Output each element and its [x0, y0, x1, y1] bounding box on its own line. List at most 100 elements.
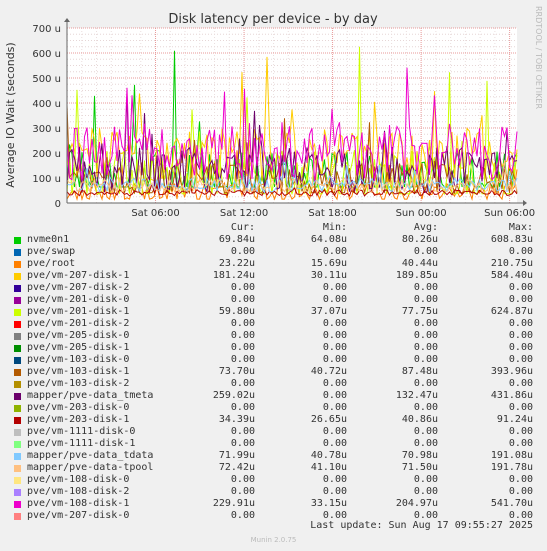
legend-swatch	[14, 369, 21, 376]
legend-avg: 40.44u	[401, 258, 438, 269]
legend-name: pve/vm-203-disk-0	[27, 402, 130, 413]
legend-row: mapper/pve-data_tdata 71.99u 40.78u 70.98u 1…	[0, 450, 547, 462]
y-tick-label: 500 u	[32, 74, 61, 85]
legend-max: 608.83u	[490, 234, 533, 245]
legend-max: 0.00	[508, 474, 533, 485]
legend-swatch	[14, 309, 21, 316]
legend-avg: 0.00	[413, 378, 438, 389]
legend-max: 0.00	[508, 294, 533, 305]
legend-cur: 0.00	[230, 510, 255, 521]
legend-max: 0.00	[508, 246, 533, 257]
legend-cur: 0.00	[230, 402, 255, 413]
legend-min: 0.00	[322, 486, 347, 497]
legend-cur: 59.80u	[218, 306, 255, 317]
legend-avg: 0.00	[413, 486, 438, 497]
legend-name: pve/vm-103-disk-0	[27, 354, 130, 365]
legend-cur: 0.00	[230, 282, 255, 293]
legend-name: pve/vm-207-disk-0	[27, 510, 130, 521]
legend-row: mapper/pve-data-tpool 72.42u 41.10u 71.50u 1…	[0, 462, 547, 474]
legend-cur: 181.24u	[212, 270, 255, 281]
legend-swatch	[14, 501, 21, 508]
legend-name: pve/swap	[27, 246, 76, 257]
legend-row: pve/swap 0.00 0.00 0.00 0.00	[0, 246, 547, 258]
legend-swatch	[14, 405, 21, 412]
legend-name: mapper/pve-data-tpool	[27, 462, 154, 473]
legend-max: 210.75u	[490, 258, 533, 269]
y-tick-label: 0	[55, 199, 61, 210]
legend-avg: 0.00	[413, 246, 438, 257]
legend-cur: 23.22u	[218, 258, 255, 269]
series-line-pve-vm-207-disk-1	[66, 56, 518, 184]
legend-swatch	[14, 441, 21, 448]
legend-row: pve/vm-108-disk-1 229.91u 33.15u 204.97u 541…	[0, 498, 547, 510]
legend-min: 0.00	[322, 330, 347, 341]
legend-cur: 259.02u	[212, 390, 255, 401]
legend-swatch	[14, 237, 21, 244]
legend-swatch	[14, 357, 21, 364]
legend-row: pve/vm-205-disk-1 0.00 0.00 0.00 0.00	[0, 342, 547, 354]
legend-max: 0.00	[508, 342, 533, 353]
legend-name: nvme0n1	[27, 234, 70, 245]
legend-swatch	[14, 393, 21, 400]
legend-cur: 0.00	[230, 426, 255, 437]
legend-min: 0.00	[322, 426, 347, 437]
legend-row: nvme0n1 69.84u 64.08u 80.26u 608.83u	[0, 234, 547, 246]
legend-name: pve/root	[27, 258, 76, 269]
legend-avg: 40.86u	[401, 414, 438, 425]
legend-max: 431.86u	[490, 390, 533, 401]
legend-name: pve/vm-205-disk-0	[27, 330, 130, 341]
legend-name: pve/vm-1111-disk-0	[27, 426, 136, 437]
legend-swatch	[14, 381, 21, 388]
legend-swatch	[14, 333, 21, 340]
legend-min: 37.07u	[310, 306, 347, 317]
legend-row: pve/vm-203-disk-1 34.39u 26.65u 40.86u 91.24…	[0, 414, 547, 426]
legend-row: pve/vm-201-disk-1 59.80u 37.07u 77.75u 624.8…	[0, 306, 547, 318]
col-max: Max:	[508, 222, 533, 233]
y-tick-label: 600 u	[32, 49, 61, 60]
legend-avg: 71.50u	[401, 462, 438, 473]
legend-cur: 0.00	[230, 378, 255, 389]
legend-row: mapper/pve-data_tmeta 259.02u 0.00 132.47u 4…	[0, 390, 547, 402]
legend-row: pve/vm-103-disk-1 73.70u 40.72u 87.48u 393.9…	[0, 366, 547, 378]
legend-min: 0.00	[322, 318, 347, 329]
legend-max: 624.87u	[490, 306, 533, 317]
legend-header: Cur: Min: Avg: Max:	[0, 222, 547, 234]
legend-row: pve/vm-1111-disk-0 0.00 0.00 0.00 0.00	[0, 426, 547, 438]
legend-cur: 0.00	[230, 474, 255, 485]
y-axis-arrow	[64, 18, 70, 22]
y-axis-label: Average IO Wait (seconds)	[4, 42, 17, 187]
legend-name: pve/vm-203-disk-1	[27, 414, 130, 425]
legend-min: 0.00	[322, 342, 347, 353]
col-cur: Cur:	[230, 222, 255, 233]
legend-row: pve/vm-1111-disk-1 0.00 0.00 0.00 0.00	[0, 438, 547, 450]
legend-row: pve/vm-207-disk-2 0.00 0.00 0.00 0.00	[0, 282, 547, 294]
series-line-mapper-pve-data-tpool	[66, 155, 518, 194]
legend-name: pve/vm-207-disk-2	[27, 282, 130, 293]
legend-row: pve/vm-201-disk-2 0.00 0.00 0.00 0.00	[0, 318, 547, 330]
legend-row: pve/vm-108-disk-0 0.00 0.00 0.00 0.00	[0, 474, 547, 486]
legend-avg: 87.48u	[401, 366, 438, 377]
legend-row: pve/vm-203-disk-0 0.00 0.00 0.00 0.00	[0, 402, 547, 414]
legend-name: mapper/pve-data_tmeta	[27, 390, 154, 401]
legend-min: 0.00	[322, 246, 347, 257]
legend-min: 0.00	[322, 474, 347, 485]
chart-title: Disk latency per device - by day	[168, 12, 378, 27]
legend-avg: 0.00	[413, 330, 438, 341]
chart: Disk latency per device - by day Average…	[4, 6, 543, 219]
rrdtool-credit: RRDTOOL / TOBI OETIKER	[534, 6, 543, 109]
legend-swatch	[14, 453, 21, 460]
legend-row: pve/vm-207-disk-1 181.24u 30.11u 189.85u 584…	[0, 270, 547, 282]
legend-swatch	[14, 477, 21, 484]
legend-swatch	[14, 345, 21, 352]
legend-cur: 72.42u	[218, 462, 255, 473]
legend-avg: 0.00	[413, 294, 438, 305]
legend-swatch	[14, 297, 21, 304]
footer-row: Last update: Sun Aug 17 09:55:27 2025	[0, 520, 547, 534]
legend-row: pve/root 23.22u 15.69u 40.44u 210.75u	[0, 258, 547, 270]
legend-cur: 71.99u	[218, 450, 255, 461]
legend-cur: 34.39u	[218, 414, 255, 425]
legend-avg: 70.98u	[401, 450, 438, 461]
legend-max: 0.00	[508, 354, 533, 365]
series-line-pve-vm-108-disk-1	[66, 67, 518, 182]
legend-avg: 189.85u	[395, 270, 438, 281]
